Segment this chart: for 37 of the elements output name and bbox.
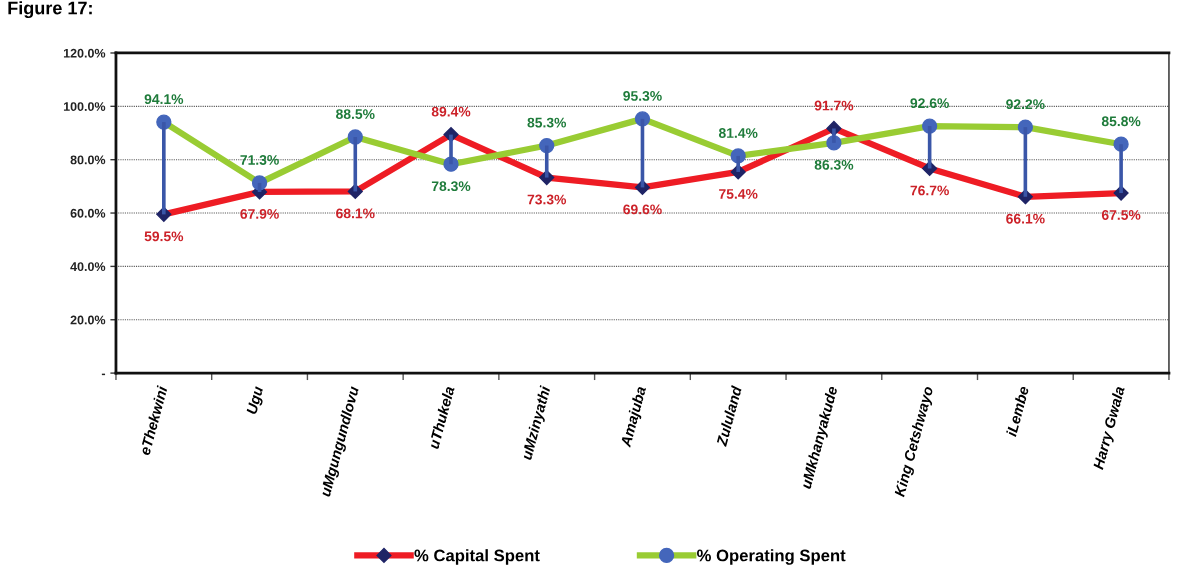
data-label: 88.5% xyxy=(336,109,375,119)
data-label: 89.4% xyxy=(431,106,471,117)
y-tick-label: 80.0% xyxy=(70,155,106,165)
x-tick-label: Harry Gwala xyxy=(1092,385,1128,471)
data-label: 92.6% xyxy=(910,98,949,109)
y-tick-label: 40.0% xyxy=(70,262,106,272)
data-label: 71.3% xyxy=(240,155,279,165)
data-label: 76.7% xyxy=(910,185,949,196)
data-label: 91.7% xyxy=(814,100,854,111)
x-tick-label: uThukela xyxy=(428,385,455,450)
data-label: 59.5% xyxy=(144,231,184,242)
y-tick-label: 20.0% xyxy=(70,315,106,325)
data-label: 69.6% xyxy=(623,204,662,215)
data-label: 86.3% xyxy=(814,159,854,170)
y-tick-label: - xyxy=(101,373,106,376)
data-label: 75.4% xyxy=(719,189,758,199)
data-label: 95.3% xyxy=(623,91,662,101)
x-tick-label: Amajuba xyxy=(619,385,649,449)
chart-title: Figure 17: xyxy=(8,1,92,19)
data-label: 73.3% xyxy=(527,194,567,205)
data-label: 78.3% xyxy=(431,181,471,192)
y-tick-label: 60.0% xyxy=(70,208,106,218)
y-tick-label: 120.0% xyxy=(63,48,106,58)
x-tick-label: Ugu xyxy=(246,385,267,416)
legend-label: % Operating Spent xyxy=(697,549,846,565)
x-tick-label: iLembe xyxy=(1005,385,1030,438)
data-label: 68.1% xyxy=(336,208,375,219)
data-label: 85.8% xyxy=(1101,116,1141,127)
data-label: 94.1% xyxy=(144,94,184,105)
data-label: 66.1% xyxy=(1006,213,1045,224)
data-label: 67.9% xyxy=(240,209,279,219)
data-label: 81.4% xyxy=(718,128,758,138)
y-tick-label: 100.0% xyxy=(63,102,106,111)
data-label: 67.5% xyxy=(1101,210,1141,220)
data-label: 85.3% xyxy=(527,117,567,128)
legend-label: % Capital Spent xyxy=(414,549,540,565)
data-label: 92.2% xyxy=(1006,99,1045,110)
